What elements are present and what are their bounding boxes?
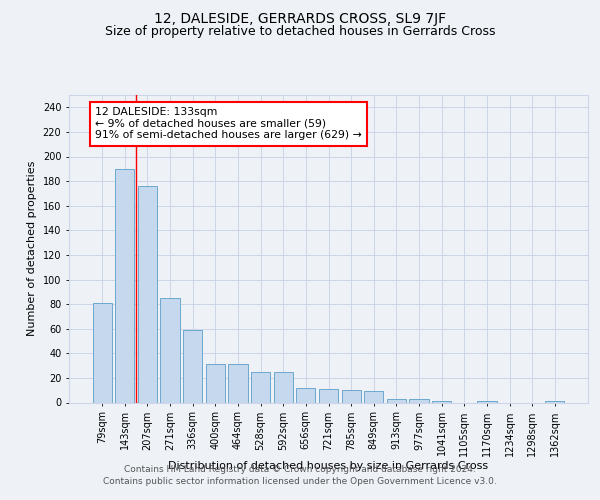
Text: Contains HM Land Registry data © Crown copyright and database right 2024.: Contains HM Land Registry data © Crown c… [124,465,476,474]
Bar [319,389,338,402]
X-axis label: Distribution of detached houses by size in Gerrards Cross: Distribution of detached houses by size … [169,461,488,471]
Bar [138,186,157,402]
Bar [115,169,134,402]
Bar [229,364,248,403]
Text: Contains public sector information licensed under the Open Government Licence v3: Contains public sector information licen… [103,477,497,486]
Bar [183,330,202,402]
Bar [296,388,316,402]
Bar [92,303,112,402]
Bar [206,364,225,403]
Bar [274,372,293,402]
Bar [251,372,270,402]
Y-axis label: Number of detached properties: Number of detached properties [27,161,37,336]
Bar [387,399,406,402]
Text: 12, DALESIDE, GERRARDS CROSS, SL9 7JF: 12, DALESIDE, GERRARDS CROSS, SL9 7JF [154,12,446,26]
Bar [341,390,361,402]
Text: 12 DALESIDE: 133sqm
← 9% of detached houses are smaller (59)
91% of semi-detache: 12 DALESIDE: 133sqm ← 9% of detached hou… [95,108,362,140]
Bar [364,392,383,402]
Bar [160,298,180,403]
Text: Size of property relative to detached houses in Gerrards Cross: Size of property relative to detached ho… [105,25,495,38]
Bar [409,399,428,402]
